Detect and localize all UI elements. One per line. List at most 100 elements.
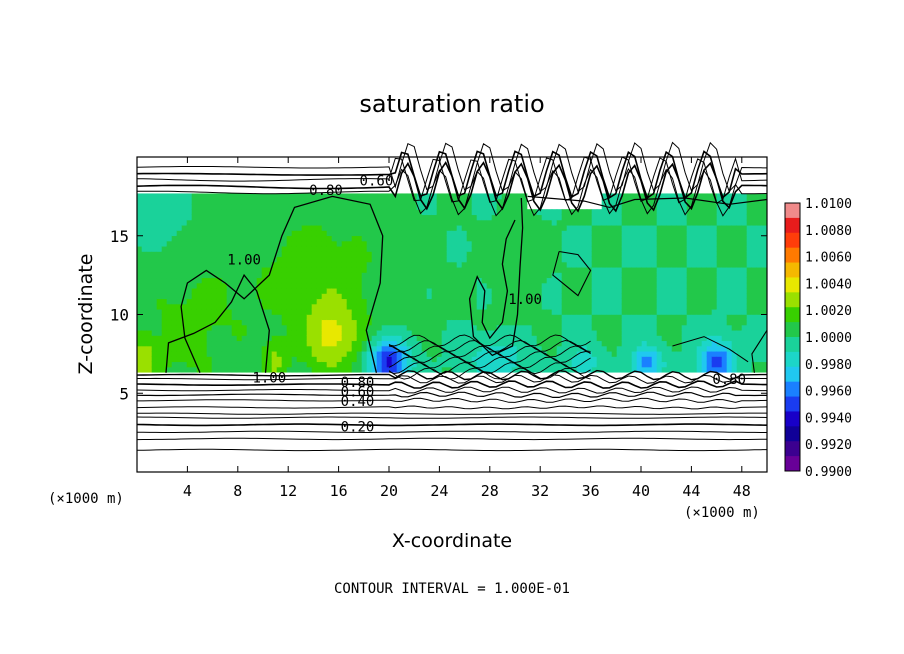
field-cell bbox=[686, 314, 693, 321]
colorbar-swatch bbox=[785, 366, 800, 383]
field-cell bbox=[451, 235, 458, 242]
field-cell bbox=[691, 240, 698, 247]
field-cell bbox=[331, 261, 338, 268]
field-cell bbox=[306, 340, 313, 347]
field-cell bbox=[206, 203, 213, 210]
field-cell bbox=[281, 298, 288, 305]
field-cell bbox=[626, 329, 633, 336]
field-cell bbox=[386, 324, 393, 331]
field-cell bbox=[636, 240, 643, 247]
field-cell bbox=[721, 350, 728, 357]
field-cell bbox=[746, 193, 753, 200]
field-cell bbox=[191, 272, 198, 279]
field-cell bbox=[531, 298, 538, 305]
field-cell bbox=[741, 282, 748, 289]
field-cell bbox=[171, 219, 178, 226]
field-cell bbox=[286, 251, 293, 258]
field-cell bbox=[431, 293, 438, 300]
field-cell bbox=[321, 287, 328, 294]
field-cell bbox=[691, 340, 698, 347]
field-cell bbox=[566, 224, 573, 231]
field-cell bbox=[441, 224, 448, 231]
field-cell bbox=[386, 251, 393, 258]
field-cell bbox=[571, 350, 578, 357]
field-cell bbox=[216, 340, 223, 347]
field-cell bbox=[151, 235, 158, 242]
field-cell bbox=[306, 261, 313, 268]
field-cell bbox=[651, 345, 658, 352]
field-cell bbox=[456, 245, 463, 252]
field-cell bbox=[296, 230, 303, 237]
field-cell bbox=[261, 245, 268, 252]
field-cell bbox=[526, 329, 533, 336]
field-cell bbox=[406, 198, 413, 205]
field-cell bbox=[306, 303, 313, 310]
field-cell bbox=[296, 256, 303, 263]
field-cell bbox=[396, 256, 403, 263]
field-cell bbox=[216, 240, 223, 247]
field-cell bbox=[671, 261, 678, 268]
field-cell bbox=[136, 245, 143, 252]
field-cell bbox=[641, 298, 648, 305]
field-cell bbox=[176, 230, 183, 237]
field-cell bbox=[216, 350, 223, 357]
field-cell bbox=[521, 293, 528, 300]
field-cell bbox=[716, 308, 723, 315]
field-cell bbox=[661, 235, 668, 242]
field-cell bbox=[656, 256, 663, 263]
field-cell bbox=[756, 335, 763, 342]
field-cell bbox=[331, 314, 338, 321]
field-cell bbox=[716, 251, 723, 258]
field-cell bbox=[286, 293, 293, 300]
x-tick-label: 40 bbox=[632, 482, 650, 500]
field-cell bbox=[341, 219, 348, 226]
field-cell bbox=[741, 287, 748, 294]
field-cell bbox=[516, 314, 523, 321]
field-cell bbox=[376, 209, 383, 216]
contour-label: 0.80 bbox=[309, 183, 343, 199]
field-cell bbox=[221, 272, 228, 279]
field-cell bbox=[146, 256, 153, 263]
field-cell bbox=[496, 203, 503, 210]
field-cell bbox=[376, 298, 383, 305]
colorbar-swatch bbox=[785, 426, 800, 442]
field-cell bbox=[651, 298, 658, 305]
x-tick-label: 8 bbox=[233, 482, 242, 500]
field-cell bbox=[381, 251, 388, 258]
field-cell bbox=[361, 308, 368, 315]
field-cell bbox=[666, 203, 673, 210]
field-cell bbox=[671, 256, 678, 263]
field-cell bbox=[536, 287, 543, 294]
field-cell bbox=[136, 350, 143, 357]
field-cell bbox=[141, 266, 148, 273]
field-cell bbox=[731, 277, 738, 284]
field-cell bbox=[221, 287, 228, 294]
field-cell bbox=[296, 314, 303, 321]
field-cell bbox=[181, 235, 188, 242]
field-cell bbox=[556, 340, 563, 347]
field-cell bbox=[361, 230, 368, 237]
field-cell bbox=[171, 345, 178, 352]
field-cell bbox=[281, 287, 288, 294]
field-cell bbox=[451, 298, 458, 305]
field-cell bbox=[481, 266, 488, 273]
field-cell bbox=[691, 324, 698, 331]
field-cell bbox=[246, 266, 253, 273]
field-cell bbox=[716, 256, 723, 263]
field-cell bbox=[296, 308, 303, 315]
field-cell bbox=[211, 219, 218, 226]
field-cell bbox=[176, 287, 183, 294]
field-cell bbox=[171, 366, 178, 373]
field-cell bbox=[301, 245, 308, 252]
field-cell bbox=[366, 256, 373, 263]
field-cell bbox=[316, 251, 323, 258]
field-cell bbox=[511, 303, 518, 310]
field-cell bbox=[216, 324, 223, 331]
field-cell bbox=[616, 266, 623, 273]
field-cell bbox=[536, 335, 543, 342]
field-cell bbox=[581, 245, 588, 252]
field-cell bbox=[246, 340, 253, 347]
field-cell bbox=[326, 235, 333, 242]
field-cell bbox=[346, 230, 353, 237]
field-cell bbox=[166, 293, 173, 300]
